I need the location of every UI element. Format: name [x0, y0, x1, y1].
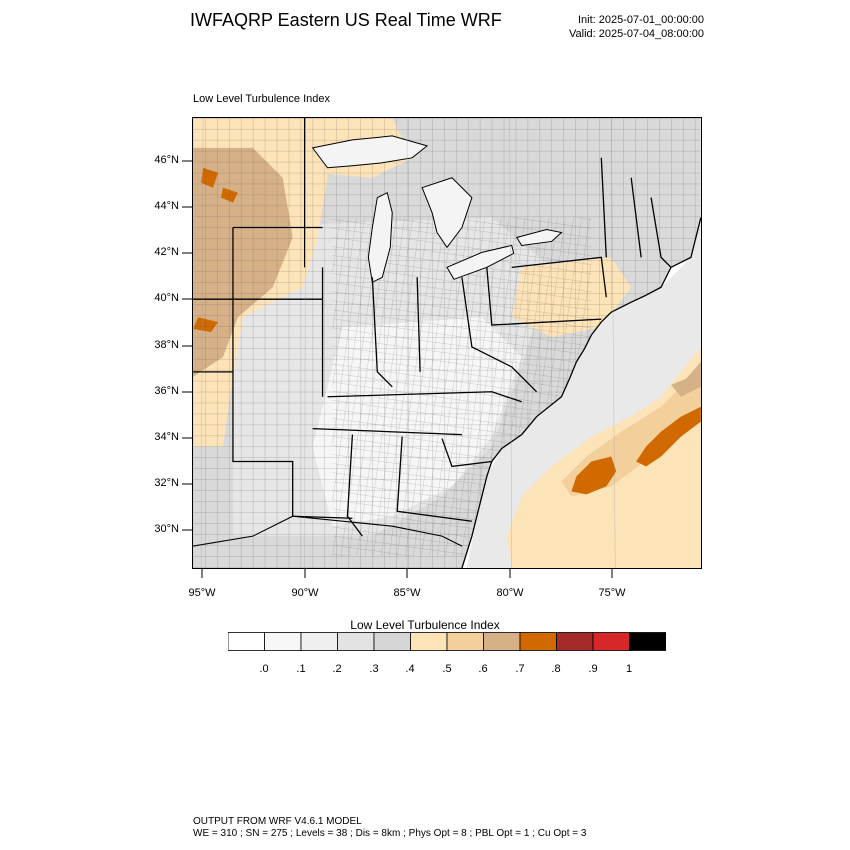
colorbar-box — [337, 632, 375, 651]
colorbar-box — [264, 632, 302, 651]
lat-label-36: 36°N — [154, 385, 179, 397]
lon-label-90: 90°W — [291, 587, 319, 599]
lake-erie — [446, 244, 515, 280]
lat-label-38: 38°N — [154, 339, 179, 351]
init-time: Init: 2025-07-01_00:00:00 — [578, 14, 704, 26]
lon-ticks — [201, 568, 613, 578]
colorbar-box — [373, 632, 411, 651]
state-boundaries — [193, 118, 672, 537]
colorbar-box — [556, 632, 594, 651]
colorbar-box — [446, 632, 484, 651]
lon-label-95: 95°W — [188, 587, 216, 599]
colorbar-box — [228, 632, 265, 651]
colorbar-label-9: .9 — [588, 663, 598, 675]
ocean-tan-far — [671, 361, 701, 397]
lat-label-44: 44°N — [154, 200, 179, 212]
colorbar-title: Low Level Turbulence Index — [350, 618, 500, 632]
atlantic-coastline — [461, 217, 701, 568]
colorbar-box — [519, 632, 557, 651]
map-title: IWFAQRP Eastern US Real Time WRF — [190, 10, 502, 30]
lat-label-30: 30°N — [154, 523, 179, 535]
ocean-orange-blob — [571, 456, 617, 495]
lake-ontario — [515, 228, 563, 246]
footer-model: OUTPUT FROM WRF V4.6.1 MODEL — [193, 816, 362, 827]
lat-label-40: 40°N — [154, 292, 179, 304]
lat-label-32: 32°N — [154, 477, 179, 489]
lat-label-34: 34°N — [154, 431, 179, 443]
colorbar-label-10: 1 — [625, 663, 633, 675]
ocean-orange-streak — [636, 406, 701, 467]
colorbar-label-7: .7 — [515, 663, 525, 675]
turbulence-map — [192, 117, 702, 569]
colorbar-label-3: .3 — [369, 663, 379, 675]
colorbar-label-5: .5 — [442, 663, 452, 675]
gulf-coastline — [193, 515, 463, 547]
lon-label-85: 85°W — [393, 587, 421, 599]
lake-michigan — [367, 191, 393, 284]
colorbar-label-1: .1 — [296, 663, 306, 675]
footer-config: WE = 310 ; SN = 275 ; Levels = 38 ; Dis … — [193, 828, 587, 839]
colorbar-label-2: .2 — [332, 663, 342, 675]
lat-ticks — [182, 160, 192, 531]
colorbar-box — [483, 632, 521, 651]
lake-superior — [311, 135, 429, 169]
colorbar-box — [410, 632, 448, 651]
colorbar-label-8: .8 — [551, 663, 561, 675]
lat-label-42: 42°N — [154, 246, 179, 258]
colorbar-box — [629, 632, 666, 651]
valid-time: Valid: 2025-07-04_08:00:00 — [569, 28, 704, 40]
colorbar-label-0: .0 — [259, 663, 269, 675]
colorbar-label-4: .4 — [405, 663, 415, 675]
graticule — [200, 118, 616, 568]
colorbar-label-6: .6 — [478, 663, 488, 675]
colorbar-box — [300, 632, 338, 651]
field-subtitle: Low Level Turbulence Index — [193, 93, 330, 105]
colorbar — [228, 632, 666, 651]
lon-label-75: 75°W — [598, 587, 626, 599]
lake-huron — [421, 177, 473, 249]
lon-label-80: 80°W — [496, 587, 524, 599]
lat-label-46: 46°N — [154, 154, 179, 166]
colorbar-box — [592, 632, 630, 651]
